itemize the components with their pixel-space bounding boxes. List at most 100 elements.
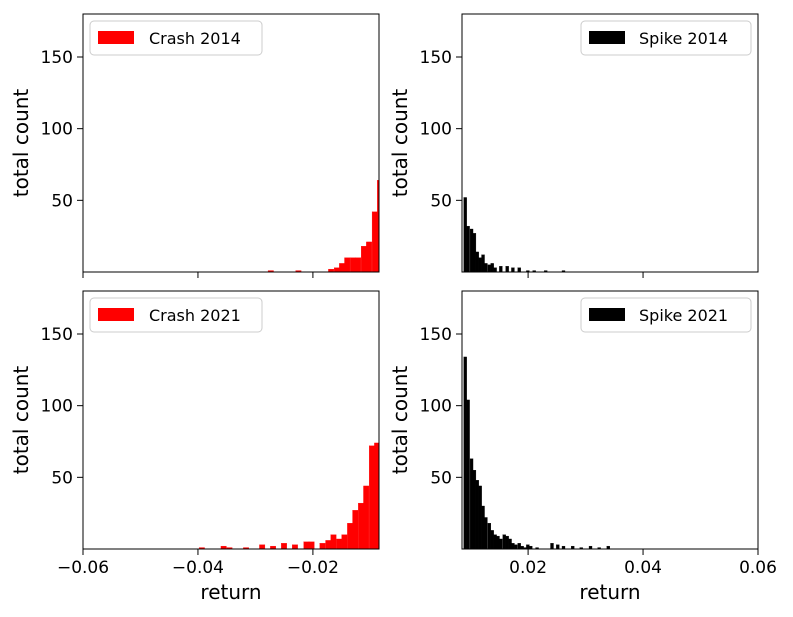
histogram-bar [505,266,509,273]
histogram-bar [481,505,485,550]
histogram-bars [463,197,566,273]
histogram-bar [550,543,554,550]
legend-label: Spike 2021 [639,306,728,325]
legend: Crash 2021 [89,297,263,333]
legend: Spike 2014 [580,20,752,56]
histogram-bar [490,263,494,273]
x-tick-label: 0.06 [739,558,777,578]
y-axis-label: total count [9,89,33,198]
y-tick-label: 150 [41,325,73,345]
histogram-bar [517,543,521,550]
legend-box [89,20,263,56]
histogram-bar [505,535,509,550]
x-axis-label: return [579,580,640,604]
histogram-bar [487,523,492,550]
histogram-bar [374,442,380,550]
y-axis-ticks: 50 100 150 [41,325,83,488]
histogram-bar [484,517,488,550]
histogram-bar [336,538,343,550]
histogram-bar [363,485,370,550]
legend-label: Spike 2014 [639,29,728,48]
axes-frame [82,290,380,550]
y-tick-label: 50 [51,191,73,211]
legend-label: Crash 2021 [149,306,241,325]
y-axis-ticks: 50 100 150 [420,325,462,488]
histogram-bar [330,534,337,550]
histogram-bar [478,257,482,273]
legend-swatch [589,308,625,321]
histogram-bar [556,544,560,550]
x-tick-label: −0.06 [57,558,109,578]
y-tick-label: 100 [41,397,73,417]
histogram-bar [347,523,354,550]
histogram-bar [490,530,494,550]
legend-label: Crash 2014 [149,29,241,48]
histogram-bar [493,534,497,550]
histogram-bar [484,263,488,273]
y-axis-ticks: 50 100 150 [41,48,83,211]
y-tick-label: 150 [420,325,452,345]
histogram-bar [472,470,477,550]
x-tick-label: 0.04 [624,558,662,578]
histogram-bar [487,264,492,273]
histogram-bar [496,535,500,550]
axes-frame [461,290,759,550]
x-axis-ticks: 0.02 0.04 0.06 [509,549,777,578]
histogram-bars [198,442,380,550]
histogram-bar [466,399,470,550]
histogram-bar [469,458,474,550]
histogram-bar [355,257,362,273]
legend: Spike 2021 [580,297,752,333]
x-axis-label: return [200,580,261,604]
axes-frame [461,13,759,273]
legend-box [89,297,263,333]
histogram-bar [292,544,298,550]
x-axis-ticks [82,272,314,278]
histogram-bar [514,544,518,550]
y-axis-ticks: 50 100 150 [420,48,462,211]
legend-swatch [589,31,625,44]
x-tick-label: −0.04 [172,558,224,578]
y-tick-label: 50 [430,191,452,211]
legend-box [580,20,752,56]
histogram-bar [481,254,485,273]
y-axis-label: total count [388,89,412,198]
histogram-bar [259,544,266,550]
axes-frame [82,13,380,273]
y-axis-label: total count [388,366,412,475]
legend-swatch [98,31,134,44]
histogram-bar [493,267,497,273]
y-tick-label: 50 [430,468,452,488]
histogram-bar [358,502,364,550]
y-tick-label: 50 [51,468,73,488]
x-axis-ticks [527,272,644,278]
x-tick-label: −0.02 [287,558,339,578]
y-tick-label: 100 [41,120,73,140]
legend-box [580,297,752,333]
histogram-bar [499,538,503,550]
y-tick-label: 150 [41,48,73,68]
y-tick-label: 100 [420,397,452,417]
histogram-bar [478,485,482,550]
histogram-bar [502,534,506,550]
histogram-bar [352,510,359,550]
panel-spike-2021: 0.02 0.04 0.06 50 100 150 total count return… [388,290,777,604]
histogram-bar [303,541,310,550]
x-tick-label: 0.02 [509,558,547,578]
y-axis-label: total count [9,366,33,475]
histogram-bar [371,211,378,273]
histogram-bar [466,225,470,273]
histogram-bar [334,267,340,273]
histogram-bar [511,543,515,550]
histogram-bar [319,543,326,550]
panel-crash-2014: 50 100 150 total count Crash 2014 [9,13,380,278]
histogram-bar [350,257,356,273]
histogram-bar [341,534,348,550]
y-tick-label: 150 [420,48,452,68]
histogram-bar [508,538,512,550]
histogram-bar [281,543,287,550]
legend: Crash 2014 [89,20,263,56]
histogram-bar [463,197,467,273]
histogram-bar [361,246,367,273]
